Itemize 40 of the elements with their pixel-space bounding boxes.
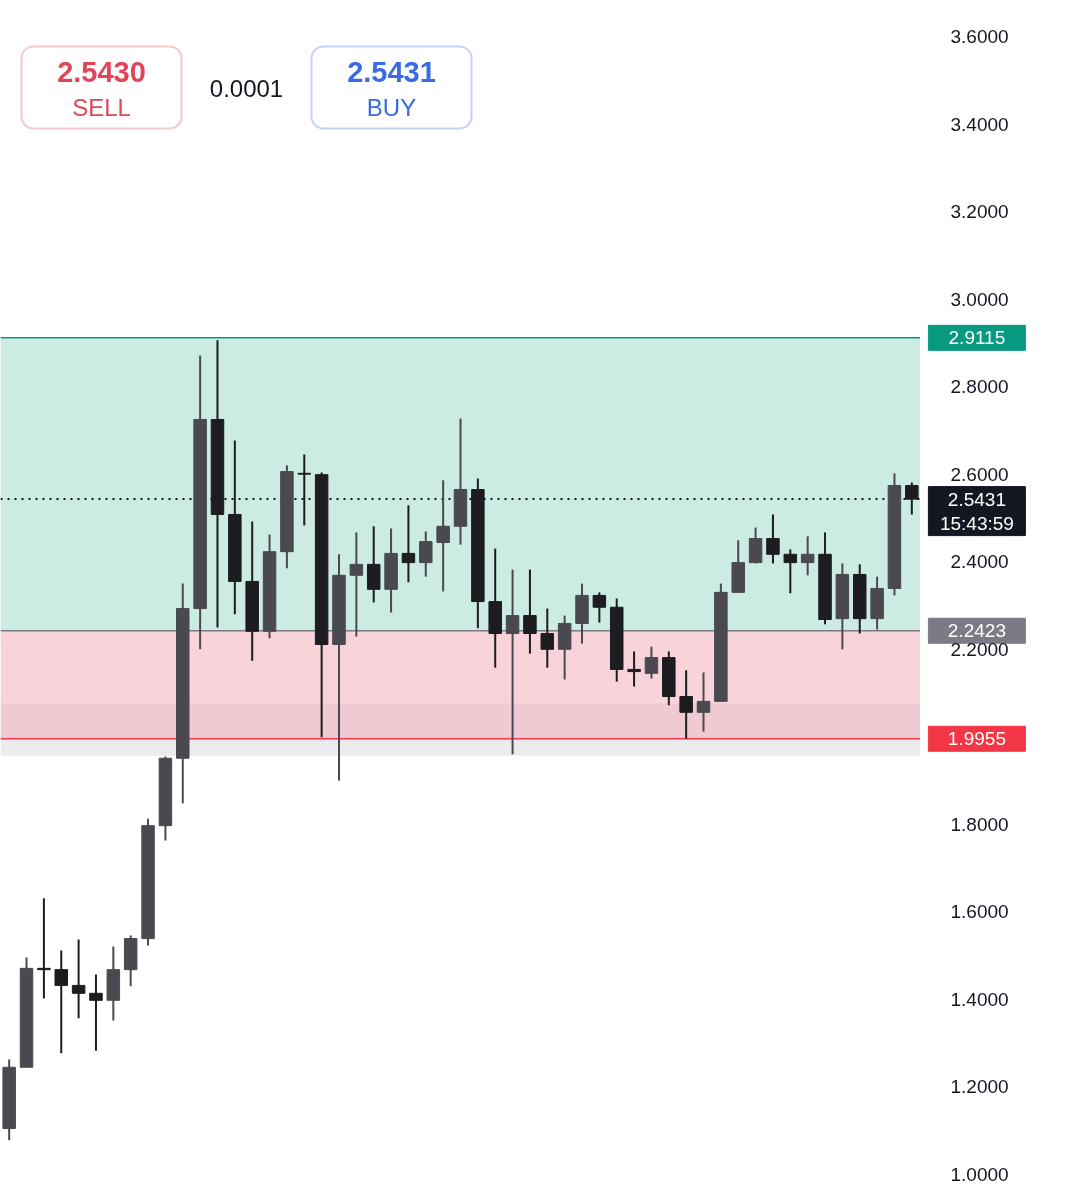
candlestick (523, 568, 537, 655)
ref-line-label: 1.9955 (947, 728, 1006, 750)
candlestick (800, 535, 815, 577)
y-tick-label: 3.2000 (950, 201, 1009, 223)
candlestick (696, 671, 711, 733)
candlestick (592, 591, 607, 624)
annotation: 2.5430 (57, 55, 146, 88)
candlestick (644, 645, 659, 680)
candlestick (37, 897, 51, 1000)
y-tick-label: 1.8000 (950, 813, 1009, 835)
annotation: BUY (366, 94, 417, 121)
y-tick-label: 2.8000 (950, 376, 1009, 398)
text: 15:43:59 (939, 512, 1014, 534)
y-tick-label: 3.6000 (950, 26, 1009, 47)
y-tick-label: 3.0000 (950, 288, 1009, 310)
candlestick (540, 607, 555, 669)
y-tick-label: 2.6000 (950, 463, 1009, 485)
candlestick (71, 938, 86, 1020)
candlestick (679, 669, 693, 740)
candlestick (89, 973, 103, 1052)
y-tick-label: 1.6000 (950, 901, 1009, 923)
y-tick-label: 1.0000 (950, 1164, 1009, 1185)
y-tick-label: 1.4000 (950, 988, 1009, 1010)
candlestick (419, 530, 433, 578)
candlestick (766, 513, 780, 565)
ref-line-label: 2.9115 (948, 327, 1006, 349)
y-tick-label: 3.4000 (950, 113, 1009, 135)
candlestick (401, 504, 416, 584)
candlestick (349, 531, 364, 638)
candlestick (436, 479, 450, 593)
annotation: 0.0001 (209, 75, 284, 102)
annotation: 2.5431 (347, 55, 436, 88)
y-tick-label: 2.4000 (950, 551, 1009, 573)
candlestick (627, 650, 641, 688)
candlestick (505, 568, 520, 756)
candlestick (783, 548, 798, 595)
y-tick-label: 1.2000 (950, 1076, 1009, 1098)
annotation: SELL (72, 94, 131, 121)
ref-line-label: 2.5431 (947, 488, 1006, 510)
candlestick (54, 949, 68, 1055)
